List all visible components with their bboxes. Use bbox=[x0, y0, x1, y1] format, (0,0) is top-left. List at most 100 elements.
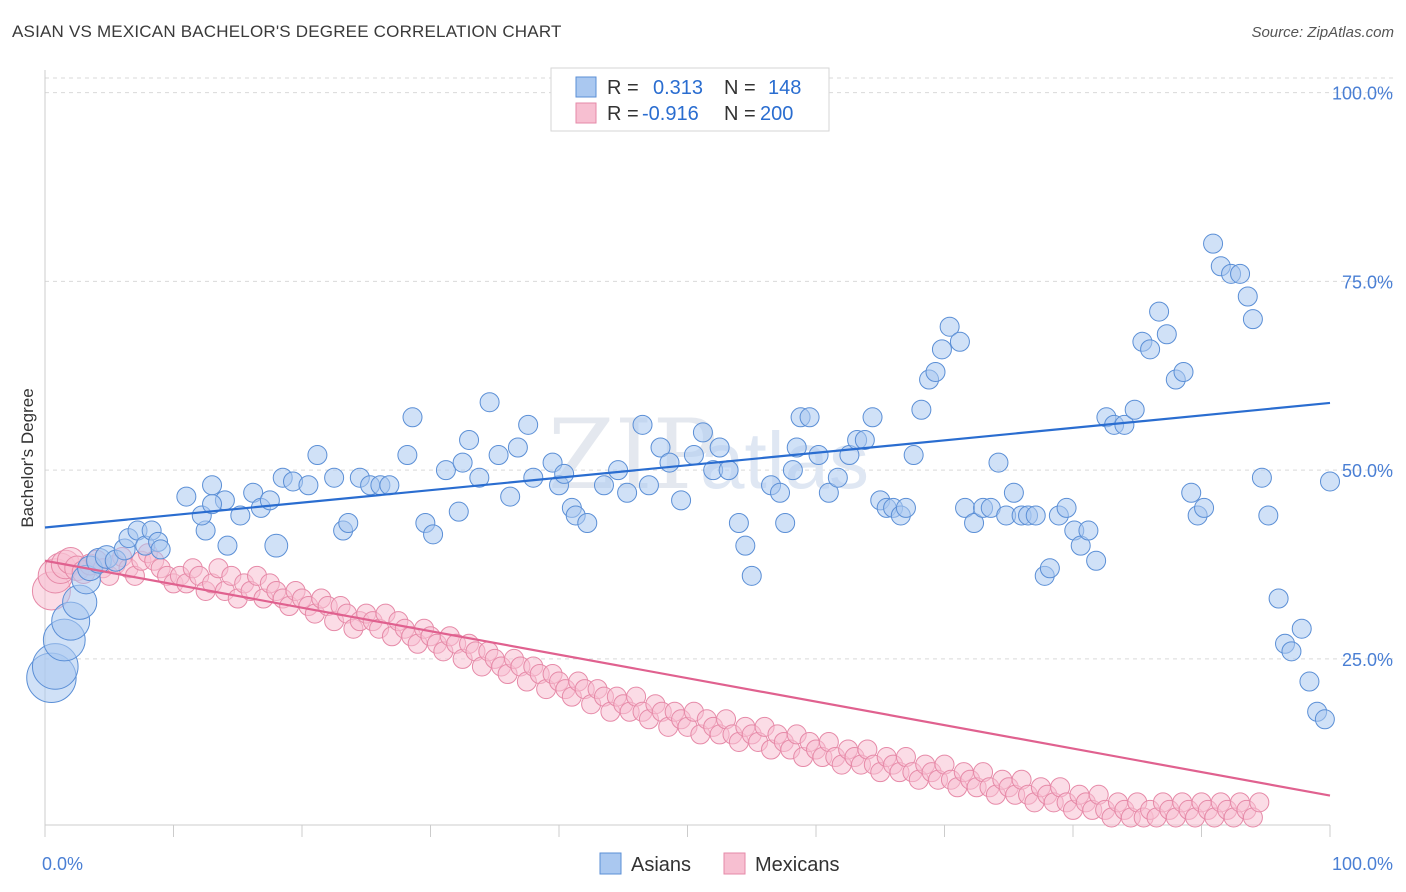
asians-point bbox=[1251, 467, 1272, 488]
mexicans-trend-line bbox=[44, 559, 1331, 797]
asians-point bbox=[964, 513, 985, 533]
asians-point bbox=[854, 429, 875, 450]
asians-points bbox=[26, 233, 1340, 730]
trend-lines bbox=[44, 401, 1331, 797]
asians-point bbox=[518, 414, 539, 435]
x-tick-label-min: 0.0% bbox=[42, 854, 83, 874]
asians-trend-line bbox=[44, 401, 1331, 529]
mexicans-r-value: -0.916 bbox=[642, 103, 699, 125]
asians-point bbox=[264, 533, 289, 558]
asians-point bbox=[939, 316, 960, 337]
asians-point bbox=[671, 490, 692, 511]
asians-point bbox=[338, 513, 359, 533]
asians-point bbox=[728, 513, 749, 533]
asians-point bbox=[903, 445, 924, 466]
asians-point bbox=[397, 445, 418, 466]
asians-n-value: 148 bbox=[768, 77, 801, 99]
asians-r-label: R = bbox=[607, 77, 639, 99]
legend-swatch-mexicans bbox=[575, 102, 597, 124]
y-tick-label: 25.0% bbox=[1342, 650, 1393, 670]
asians-point bbox=[1003, 482, 1024, 503]
mexicans-n-label: N = bbox=[724, 103, 756, 125]
y-tick-label: 100.0% bbox=[1332, 84, 1393, 104]
asians-point bbox=[307, 445, 328, 466]
asians-point bbox=[217, 535, 238, 556]
asians-point bbox=[1203, 233, 1224, 254]
asians-point bbox=[554, 463, 575, 484]
asians-point bbox=[786, 437, 807, 458]
asians-point bbox=[949, 331, 970, 352]
asians-point bbox=[1078, 520, 1099, 541]
asians-point bbox=[709, 437, 730, 458]
asians-point bbox=[925, 362, 946, 382]
asians-point bbox=[1268, 588, 1289, 609]
asians-point bbox=[1258, 505, 1279, 526]
stats-legend: R = 0.313 N = 148 R = -0.916 N = 200 bbox=[550, 67, 830, 132]
asians-point bbox=[1173, 362, 1194, 382]
asians-point bbox=[1056, 497, 1077, 518]
mexicans-n-value: 200 bbox=[760, 103, 793, 125]
asians-point bbox=[1086, 550, 1107, 571]
legend-swatch-asians bbox=[575, 76, 597, 98]
asians-point bbox=[448, 501, 469, 522]
asians-point bbox=[523, 467, 544, 488]
asians-point bbox=[988, 452, 1009, 473]
y-axis-title: Bachelor's Degree bbox=[18, 388, 37, 527]
asians-point bbox=[632, 414, 653, 435]
asians-point bbox=[593, 475, 614, 496]
asians-point bbox=[1025, 505, 1046, 526]
asians-n-label: N = bbox=[724, 77, 756, 99]
asians-point bbox=[379, 475, 400, 496]
legend-label-mexicans: Mexicans bbox=[755, 854, 839, 876]
asians-point bbox=[818, 482, 839, 503]
asians-point bbox=[202, 475, 223, 496]
asians-point bbox=[1281, 641, 1302, 662]
asians-point bbox=[176, 486, 197, 507]
asians-point bbox=[827, 467, 848, 488]
asians-point bbox=[230, 505, 251, 526]
asians-point bbox=[782, 460, 803, 481]
asians-point bbox=[402, 407, 423, 428]
asians-point bbox=[1194, 497, 1215, 518]
asians-point bbox=[895, 497, 916, 518]
asians-point bbox=[931, 339, 952, 360]
asians-point bbox=[1242, 309, 1263, 330]
asians-point bbox=[452, 452, 473, 473]
asians-point bbox=[683, 445, 704, 466]
series-legend: Asians Mexicans bbox=[599, 852, 839, 876]
asians-point bbox=[1149, 301, 1170, 322]
mexicans-point bbox=[1249, 792, 1270, 813]
asians-point bbox=[638, 475, 659, 496]
asians-point bbox=[1124, 399, 1145, 420]
stats-legend-box bbox=[550, 67, 830, 132]
asians-point bbox=[617, 482, 638, 503]
asians-point bbox=[577, 513, 598, 533]
asians-point bbox=[808, 445, 829, 466]
asians-point bbox=[741, 565, 762, 586]
asians-point bbox=[1237, 286, 1258, 307]
y-tick-label: 50.0% bbox=[1342, 461, 1393, 481]
asians-point bbox=[1140, 339, 1161, 360]
asians-point bbox=[911, 399, 932, 420]
asians-point bbox=[1320, 471, 1340, 492]
asians-point bbox=[1291, 618, 1312, 639]
asians-point bbox=[799, 407, 820, 428]
asians-point bbox=[459, 429, 480, 450]
asians-point bbox=[1299, 671, 1320, 692]
asians-point bbox=[659, 452, 680, 473]
asians-point bbox=[862, 407, 883, 428]
legend-marker-asians bbox=[599, 852, 622, 875]
asians-point bbox=[423, 524, 444, 545]
asians-r-value: 0.313 bbox=[653, 77, 703, 99]
asians-point bbox=[735, 535, 756, 556]
asians-point bbox=[500, 486, 521, 507]
asians-point bbox=[469, 467, 490, 488]
asians-point bbox=[775, 513, 796, 533]
legend-marker-mexicans bbox=[723, 852, 746, 875]
asians-point bbox=[692, 422, 713, 443]
chart-title: ASIAN VS MEXICAN BACHELOR'S DEGREE CORRE… bbox=[12, 22, 562, 41]
asians-point bbox=[324, 467, 345, 488]
asians-point bbox=[1181, 482, 1202, 503]
asians-point bbox=[150, 539, 171, 560]
